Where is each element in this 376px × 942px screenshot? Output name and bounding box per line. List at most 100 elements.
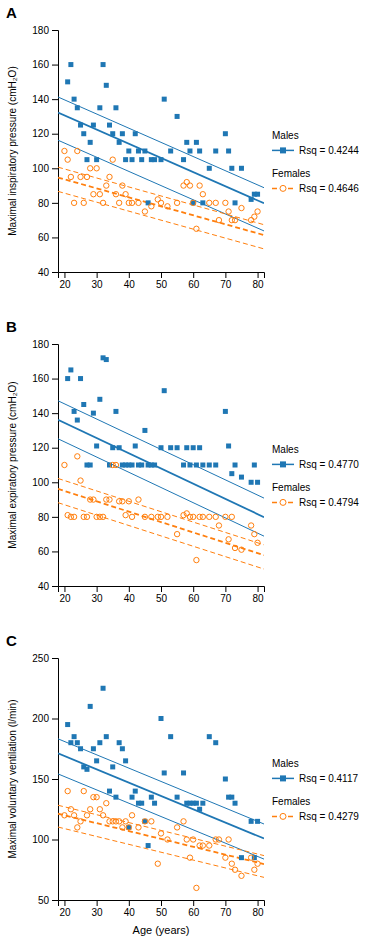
tick-label: 80 <box>253 593 265 604</box>
point <box>65 788 70 793</box>
point <box>91 192 96 197</box>
point <box>110 157 115 162</box>
point <box>187 183 192 188</box>
point <box>116 819 121 824</box>
point <box>62 148 67 153</box>
point <box>146 843 151 848</box>
point <box>226 443 231 448</box>
axis-line <box>59 587 265 593</box>
point <box>94 166 99 171</box>
ci-line <box>58 478 264 544</box>
point <box>142 149 147 154</box>
point <box>104 183 109 188</box>
point <box>207 463 212 468</box>
point <box>168 149 173 154</box>
x-tick: 80 <box>253 272 265 290</box>
point <box>226 149 231 154</box>
x-tick: 40 <box>124 900 136 918</box>
point <box>184 837 189 842</box>
point <box>191 200 196 205</box>
y-tick: 140 <box>32 94 58 105</box>
point <box>65 512 70 517</box>
x-tick: 60 <box>188 900 200 918</box>
tick-mark <box>225 272 226 278</box>
point <box>175 445 180 450</box>
point <box>71 200 76 205</box>
point <box>129 514 134 519</box>
legend-symbol <box>280 813 286 819</box>
point <box>101 62 106 67</box>
tick-mark <box>52 203 58 204</box>
panel-title: C <box>6 632 17 649</box>
tick-mark <box>258 900 259 906</box>
point <box>129 813 134 818</box>
point <box>149 819 154 824</box>
y-tick: 160 <box>32 373 58 384</box>
panel-title: B <box>6 318 17 335</box>
annotation: Rsq = 0.4117 <box>299 773 358 784</box>
tick-label: 200 <box>32 713 49 724</box>
tick-label: 160 <box>32 373 49 384</box>
legend: MalesRsq = 0.4770FemalesRsq = 0.4794 <box>272 444 359 508</box>
ci-line <box>58 191 264 249</box>
point <box>84 514 89 519</box>
tick-mark <box>97 272 98 278</box>
tick-mark <box>52 272 58 273</box>
point <box>104 357 109 362</box>
point <box>255 480 260 485</box>
point <box>113 409 118 414</box>
point <box>87 166 92 171</box>
panel-title: A <box>6 4 17 21</box>
point <box>84 174 89 179</box>
point <box>159 157 164 162</box>
point <box>136 497 141 502</box>
point <box>62 813 67 818</box>
point <box>136 149 141 154</box>
legend-symbol <box>280 147 286 153</box>
point <box>149 795 154 800</box>
point <box>233 200 238 205</box>
point <box>78 478 83 483</box>
point <box>68 807 73 812</box>
point <box>248 217 253 222</box>
fit-line <box>58 489 264 555</box>
tick-mark <box>225 900 226 906</box>
point <box>155 197 160 202</box>
point <box>139 157 144 162</box>
tick-label: 50 <box>156 279 168 290</box>
tick-label: 150 <box>32 774 49 785</box>
point <box>152 801 157 806</box>
point <box>239 855 244 860</box>
point <box>181 183 186 188</box>
y-tick: 100 <box>32 834 58 845</box>
tick-label: 180 <box>32 339 49 350</box>
axis-line <box>52 659 59 901</box>
tick-label: 20 <box>59 907 71 918</box>
tick-mark <box>52 719 58 720</box>
tick-mark <box>64 272 65 278</box>
tick-mark <box>52 517 58 518</box>
point <box>94 443 99 448</box>
point <box>62 462 67 467</box>
point <box>197 445 202 450</box>
point <box>213 514 218 519</box>
point <box>252 214 257 219</box>
point <box>130 463 135 468</box>
annotation: Rsq = 0.4770 <box>299 459 359 470</box>
point <box>162 770 167 775</box>
point <box>207 200 212 205</box>
tick-mark <box>52 65 58 66</box>
annotation: Rsq = 0.4646 <box>299 183 359 194</box>
point <box>100 813 105 818</box>
tick-label: 80 <box>38 512 50 523</box>
tick-label: 40 <box>124 279 136 290</box>
point <box>142 819 147 824</box>
point <box>168 734 173 739</box>
point <box>133 443 138 448</box>
legend: MalesRsq = 0.4244FemalesRsq = 0.4646 <box>272 130 359 194</box>
point <box>239 166 244 171</box>
point <box>68 740 73 745</box>
point <box>239 205 244 210</box>
point <box>152 157 157 162</box>
tick-label: 70 <box>220 279 232 290</box>
